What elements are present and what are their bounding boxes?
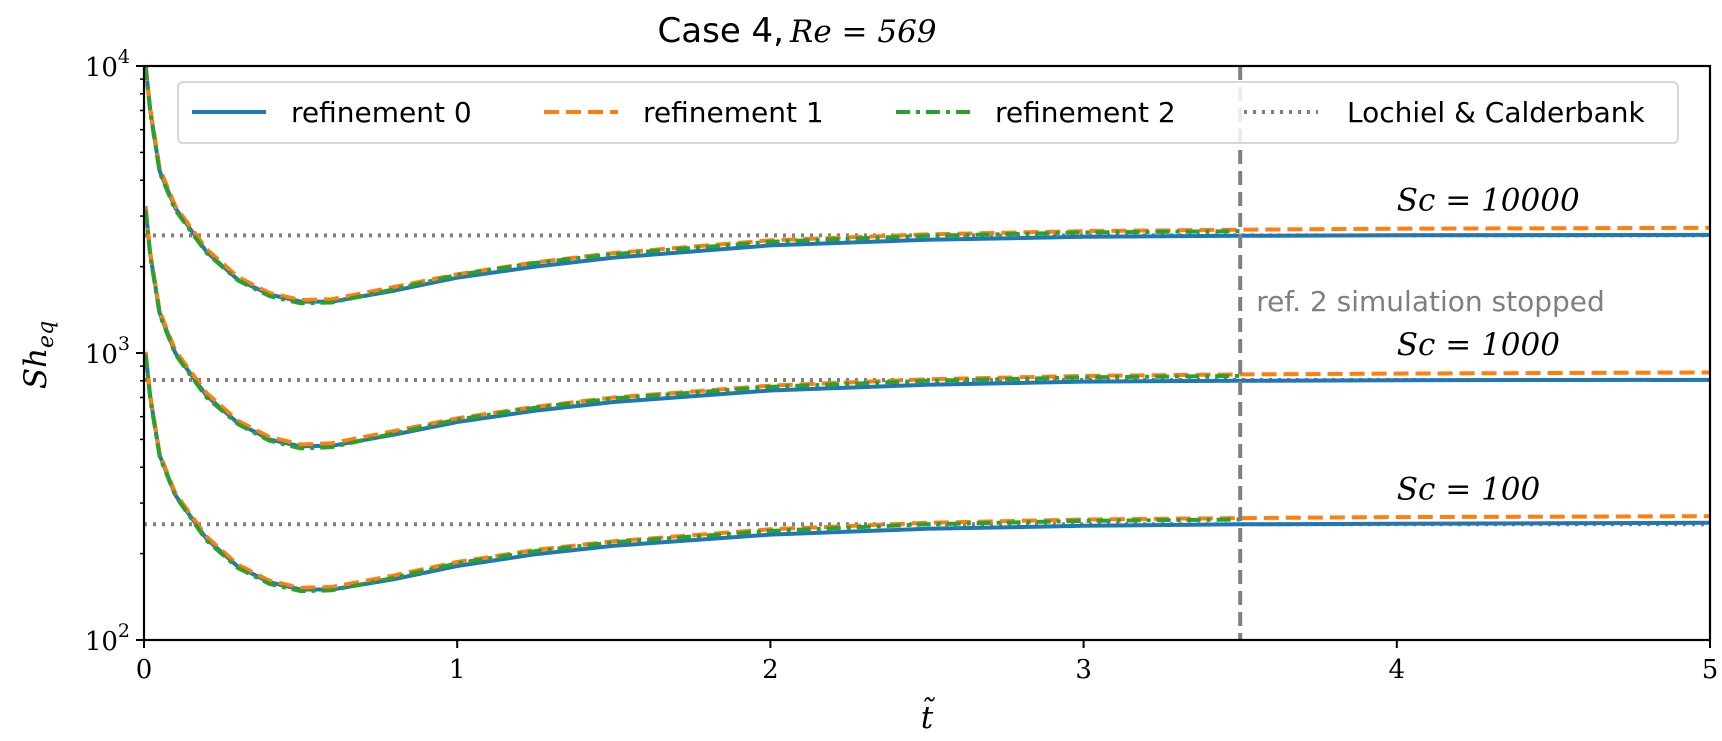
group-label: Sc = 10000 <box>1397 182 1580 218</box>
y-axis-label-sub: eq <box>34 321 59 348</box>
legend-label-refinement-1: refinement 1 <box>643 96 824 129</box>
series-line-refinement-2 <box>144 66 1241 306</box>
group-label: Sc = 100 <box>1397 471 1540 507</box>
legend-label-refinement-0: refinement 0 <box>291 96 472 129</box>
y-tick-label: 104 <box>85 46 130 83</box>
legend-label-refinement-2: refinement 2 <box>995 96 1176 129</box>
series-lines <box>144 66 1710 594</box>
chart-title-math: Re = 569 <box>789 14 937 50</box>
group-labels: Sc = 10000 Sc = 1000 Sc = 100 <box>1397 182 1580 507</box>
x-tick-label: 2 <box>762 655 779 685</box>
x-tick-label: 1 <box>449 655 466 685</box>
chart-title: Case 4, <box>658 11 784 51</box>
y-tick-label: 102 <box>85 620 130 657</box>
x-tick-label: 0 <box>136 655 153 685</box>
series-line-refinement-2 <box>144 209 1241 451</box>
x-axis-ticks: 0 1 2 3 4 5 <box>136 640 1719 685</box>
y-axis-ticks: 102 103 104 <box>85 46 144 657</box>
x-tick-label: 5 <box>1702 655 1719 685</box>
x-tick-label: 4 <box>1389 655 1406 685</box>
series-line-refinement-1 <box>144 66 1710 302</box>
y-axis-label: Sheq <box>18 321 59 389</box>
y-tick-label: 103 <box>85 333 130 370</box>
series-line-refinement-1 <box>144 351 1710 590</box>
legend: refinement 0 refinement 1 refinement 2 L… <box>177 81 1679 144</box>
series-line-refinement-1 <box>144 205 1710 447</box>
x-axis-label: t̃ <box>921 697 936 736</box>
series-line-refinement-2 <box>144 354 1241 594</box>
y-axis-label-main: Sh <box>18 348 54 389</box>
simulation-stop-text: ref. 2 simulation stopped <box>1256 285 1605 318</box>
legend-label-lochiel-calderbank: Lochiel & Calderbank <box>1347 96 1645 129</box>
group-label: Sc = 1000 <box>1397 327 1560 363</box>
x-tick-label: 3 <box>1075 655 1092 685</box>
